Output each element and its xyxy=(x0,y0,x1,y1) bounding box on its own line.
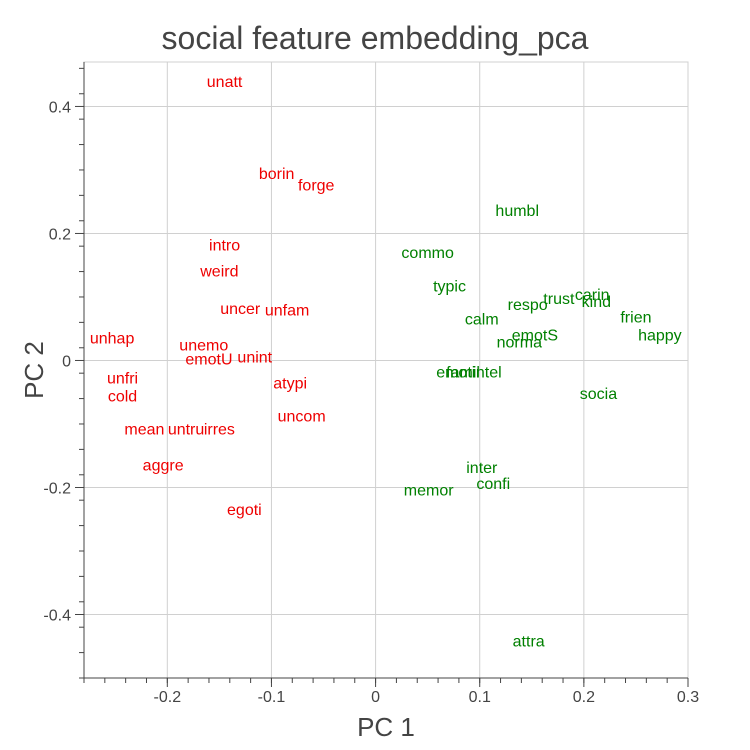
axis-layer: -0.2 -0.1 0 0.1 0.2 0.3 0.4 0.2 0 -0.2 -0.4 xyxy=(43,62,699,706)
point-label-uncer: uncer xyxy=(220,301,261,318)
x-tick-label: -0.1 xyxy=(258,689,286,706)
point-label-irres: irres xyxy=(204,421,235,438)
point-label-mean: mean xyxy=(124,421,164,438)
point-label-unint: unint xyxy=(237,350,272,367)
point-label-carin: carin xyxy=(575,287,610,304)
point-label-intro: intro xyxy=(209,237,240,254)
point-label-emotS: emotS xyxy=(512,327,558,344)
point-label-egoti: egoti xyxy=(227,502,262,519)
x-tick-label: 0.1 xyxy=(469,689,491,706)
point-label-humbl: humbl xyxy=(495,203,539,220)
point-label-confi: confi xyxy=(476,476,510,493)
point-label-respo: respo xyxy=(508,297,548,314)
x-tick-label: 0.2 xyxy=(573,689,595,706)
point-label-intel: intel xyxy=(472,364,501,381)
point-label-cold: cold xyxy=(108,388,137,405)
y-axis-label: PC 2 xyxy=(19,341,49,399)
point-label-frien: frien xyxy=(620,310,651,327)
y-tick-label: -0.2 xyxy=(43,480,71,497)
point-label-unfri: unfri xyxy=(107,371,138,388)
x-tick-label: 0 xyxy=(371,689,380,706)
point-label-happy: happy xyxy=(638,327,682,344)
point-label-unemo: unemo xyxy=(179,338,228,355)
y-tick-label: 0 xyxy=(62,353,71,370)
point-label-kind: kind xyxy=(582,294,611,311)
point-label-norma: norma xyxy=(497,334,542,351)
point-label-aggre: aggre xyxy=(143,458,184,475)
point-label-borin: borin xyxy=(259,166,295,183)
x-tick-label: -0.2 xyxy=(154,689,182,706)
point-label-emoti: emoti xyxy=(436,364,475,381)
y-tick-label: 0.2 xyxy=(49,226,71,243)
point-label-memor: memor xyxy=(404,482,454,499)
point-label-uncom: uncom xyxy=(278,409,326,426)
point-label-typic: typic xyxy=(433,279,466,296)
point-label-inter: inter xyxy=(466,460,498,477)
point-label-unfam: unfam xyxy=(265,303,309,320)
point-label-atypi: atypi xyxy=(273,376,307,393)
point-label-calm: calm xyxy=(465,312,499,329)
point-label-trust: trust xyxy=(543,291,575,308)
point-label-unatt: unatt xyxy=(207,74,243,91)
x-tick-label: 0.3 xyxy=(677,689,699,706)
point-label-forge: forge xyxy=(298,178,335,195)
y-tick-label: 0.4 xyxy=(49,99,71,116)
point-label-emotU: emotU xyxy=(185,352,232,369)
plot-frame xyxy=(83,61,689,679)
point-label-socia: socia xyxy=(580,386,617,403)
point-label-weird: weird xyxy=(199,263,238,280)
y-tick-label: -0.4 xyxy=(43,607,71,624)
point-label-attra: attra xyxy=(513,634,545,651)
point-label-unhap: unhap xyxy=(90,331,135,348)
point-label-commo: commo xyxy=(401,245,454,262)
point-label-famil: famil xyxy=(446,364,480,381)
x-axis-label: PC 1 xyxy=(357,712,415,742)
grid-layer xyxy=(84,62,689,678)
chart-title: social feature embedding_pca xyxy=(161,20,589,56)
point-label-untru: untru xyxy=(168,421,204,438)
